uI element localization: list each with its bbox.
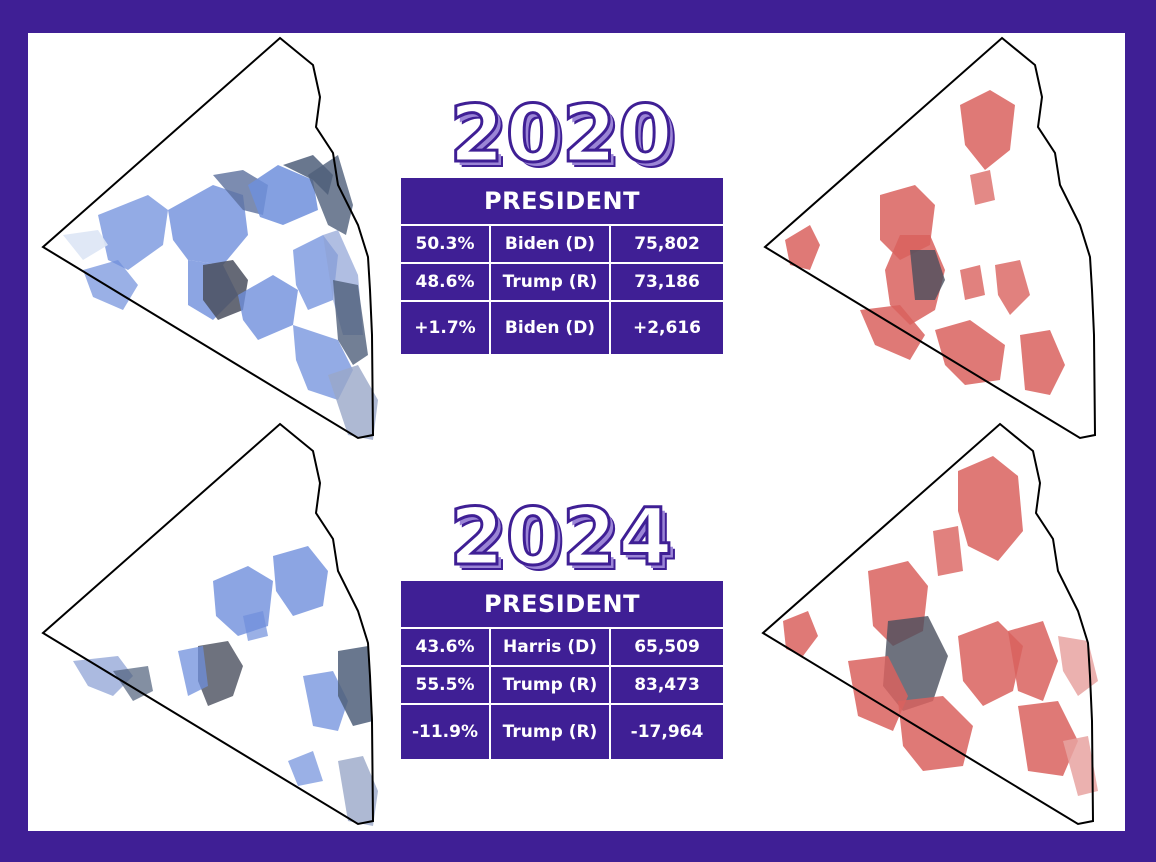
table-row-margin: +1.7% Biden (D) +2,616 [399,300,725,356]
margin-votes: -17,964 [609,703,725,761]
year-heading-2020: 2020 [448,90,675,180]
dem-precinct-shading [63,155,378,440]
table-row: 55.5% Trump (R) 83,473 [399,665,725,705]
vote-count: 73,186 [609,262,725,302]
vote-share: 48.6% [399,262,491,302]
map-2020-democrat [41,36,378,440]
table-row: 48.6% Trump (R) 73,186 [399,262,725,302]
content-panel: 2020 PRESIDENT 50.3% Biden (D) 75,802 48… [28,33,1125,831]
table-row: 50.3% Biden (D) 75,802 [399,224,725,264]
rep-precinct-shading [783,456,1098,796]
rep-precinct-shading [785,90,1065,395]
candidate-name: Harris (D) [489,627,611,667]
candidate-name: Trump (R) [489,262,611,302]
map-2024-republican [761,422,1098,826]
margin-winner: Biden (D) [489,300,611,356]
margin-winner: Trump (R) [489,703,611,761]
county-outline [41,36,375,440]
vote-share: 50.3% [399,224,491,264]
vote-share: 43.6% [399,627,491,667]
candidate-name: Trump (R) [489,665,611,705]
table-row: 43.6% Harris (D) 65,509 [399,627,725,667]
margin-share: +1.7% [399,300,491,356]
office-header: PRESIDENT [399,579,725,629]
vote-share: 55.5% [399,665,491,705]
results-table-2024: PRESIDENT 43.6% Harris (D) 65,509 55.5% … [399,579,725,761]
county-outline [761,422,1095,826]
dem-precinct-shading [73,546,378,826]
county-outline [763,36,1097,440]
map-2024-democrat [41,422,378,826]
vote-count: 65,509 [609,627,725,667]
office-header: PRESIDENT [399,176,725,226]
year-heading-2024: 2024 [448,493,675,583]
vote-count: 83,473 [609,665,725,705]
margin-share: -11.9% [399,703,491,761]
candidate-name: Biden (D) [489,224,611,264]
vote-count: 75,802 [609,224,725,264]
county-outline [41,422,375,826]
map-2020-republican [763,36,1097,440]
results-table-2020: PRESIDENT 50.3% Biden (D) 75,802 48.6% T… [399,176,725,356]
table-row-margin: -11.9% Trump (R) -17,964 [399,703,725,761]
margin-votes: +2,616 [609,300,725,356]
